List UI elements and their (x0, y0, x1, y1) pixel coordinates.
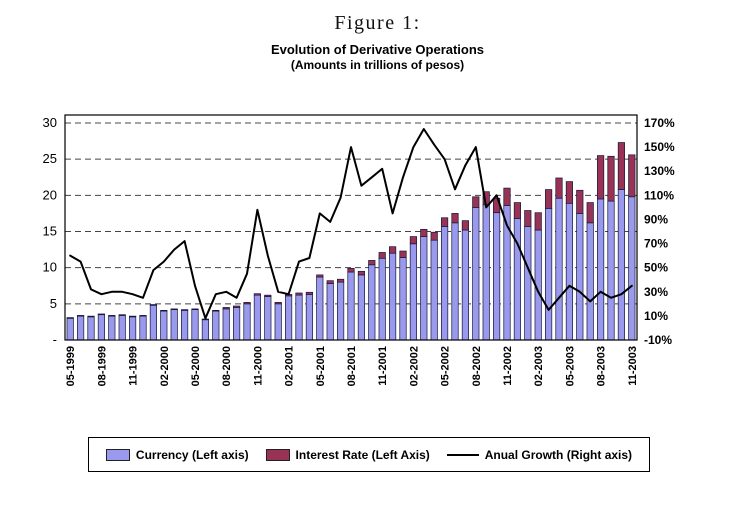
svg-text:50%: 50% (644, 261, 668, 275)
chart-subtitle: (Amounts in trillions of pesos) (290, 58, 465, 72)
svg-text:90%: 90% (644, 212, 668, 226)
svg-text:08-2000: 08-2000 (221, 346, 233, 386)
svg-text:05-2000: 05-2000 (190, 346, 202, 386)
svg-text:11-2003: 11-2003 (627, 346, 639, 386)
svg-text:08-2002: 08-2002 (471, 346, 483, 386)
svg-text:08-2003: 08-2003 (596, 346, 608, 386)
legend-item-anual-growth: Anual Growth (Right axis) (446, 447, 633, 462)
svg-text:02-2001: 02-2001 (284, 346, 296, 386)
svg-text:170%: 170% (644, 116, 675, 130)
svg-text:08-1999: 08-1999 (96, 346, 108, 386)
svg-text:11-2001: 11-2001 (377, 346, 389, 386)
svg-text:11-1999: 11-1999 (128, 346, 140, 386)
legend-item-currency: Currency (Left axis) (105, 447, 249, 462)
svg-text:10: 10 (43, 260, 57, 275)
svg-text:08-2001: 08-2001 (346, 346, 358, 386)
svg-text:11-2000: 11-2000 (252, 346, 264, 386)
svg-text:25: 25 (43, 151, 57, 166)
chart-canvas: - 5 10 15 20 25 30 -10% 10% 30% 50% 70% 90% 110% 130% 1… (43, 114, 675, 386)
svg-text:150%: 150% (644, 140, 675, 154)
svg-text:11-2002: 11-2002 (502, 346, 514, 386)
svg-text:05-2002: 05-2002 (440, 346, 452, 386)
svg-text:130%: 130% (644, 164, 675, 178)
currency-swatch-icon (105, 448, 130, 461)
growth-line-swatch-icon (446, 453, 479, 456)
legend-label-anual-growth: Anual Growth (Right axis) (484, 447, 633, 462)
svg-text:-: - (53, 332, 57, 347)
legend-label-currency: Currency (Left axis) (135, 447, 249, 462)
svg-text:02-2000: 02-2000 (159, 346, 171, 386)
svg-text:20: 20 (43, 187, 57, 202)
svg-text:-10%: -10% (644, 333, 672, 347)
svg-text:30: 30 (43, 115, 57, 130)
figure-label: Figure 1: (334, 12, 421, 34)
interest-rate-swatch-icon (265, 448, 290, 461)
svg-text:05-2001: 05-2001 (315, 346, 327, 386)
svg-text:02-2003: 02-2003 (533, 346, 545, 386)
svg-text:15: 15 (43, 224, 57, 239)
svg-text:02-2002: 02-2002 (408, 346, 420, 386)
svg-text:05-2003: 05-2003 (564, 346, 576, 386)
legend-label-interest-rate: Interest Rate (Left Axis) (295, 447, 430, 462)
svg-text:05-1999: 05-1999 (65, 346, 77, 386)
chart-title: Evolution of Derivative Operations (270, 42, 485, 57)
chart-legend: Currency (Left axis) Interest Rate (Left… (88, 437, 650, 472)
svg-text:10%: 10% (644, 309, 668, 323)
svg-text:30%: 30% (644, 285, 668, 299)
svg-text:5: 5 (50, 296, 57, 311)
svg-text:110%: 110% (644, 188, 674, 202)
svg-text:70%: 70% (644, 237, 668, 251)
legend-item-interest-rate: Interest Rate (Left Axis) (265, 447, 430, 462)
